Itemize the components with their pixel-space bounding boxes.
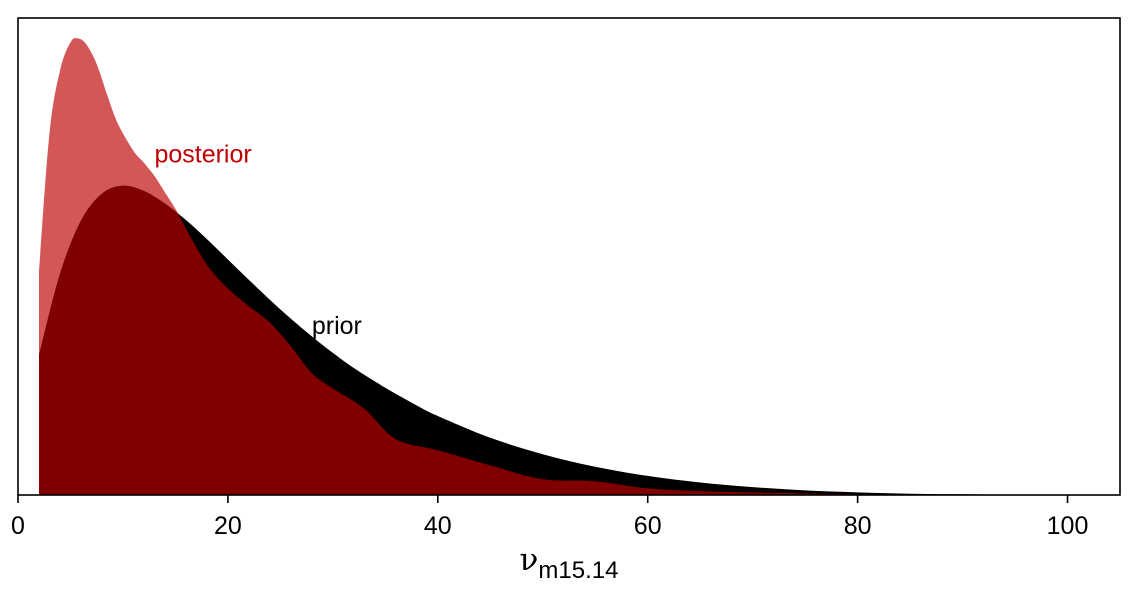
prior-label: prior (312, 312, 362, 340)
x-axis-label-subscript: m15.14 (538, 557, 618, 584)
x-axis-label-symbol: ν (520, 542, 539, 578)
plot-area (39, 38, 1068, 496)
posterior-prior-overlap-area (39, 185, 858, 495)
x-tick-label: 20 (214, 512, 242, 540)
posterior-label: posterior (154, 141, 251, 169)
x-tick-label: 100 (1047, 512, 1089, 540)
x-tick-label: 60 (634, 512, 662, 540)
plot-frame (17, 17, 1121, 496)
x-axis-label: νm15.14 (520, 542, 619, 584)
x-tick-label: 80 (844, 512, 872, 540)
x-axis: 0 20 40 60 80 100 (11, 495, 1088, 540)
x-tick-label: 0 (11, 512, 25, 540)
x-tick-label: 40 (424, 512, 452, 540)
annotations: posterior prior (154, 141, 361, 340)
